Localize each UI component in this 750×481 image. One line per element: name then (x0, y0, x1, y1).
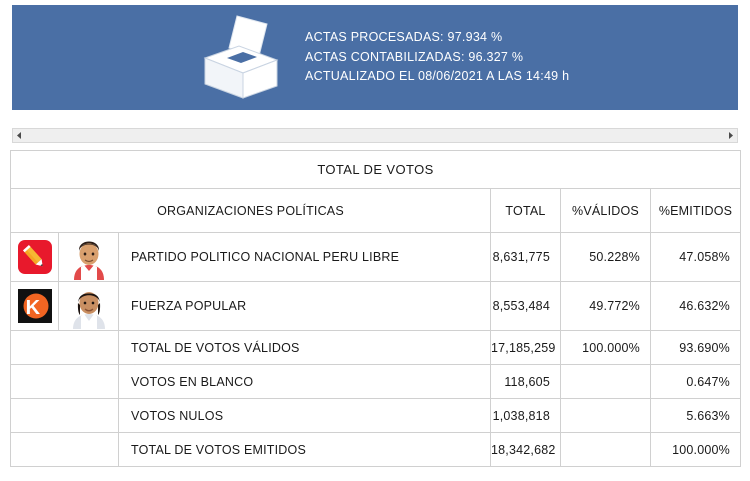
triangle-left-icon[interactable] (13, 129, 26, 142)
actualizado-line: ACTUALIZADO EL 08/06/2021 A LAS 14:49 h (305, 69, 570, 84)
summary-valid-pct: 100.000% (560, 330, 651, 365)
summary-valid-pct (560, 432, 651, 467)
candidate-photo-keiko-fujimori (65, 283, 112, 329)
candidate-photo-cell (58, 281, 119, 331)
summary-label: VOTOS NULOS (118, 398, 491, 433)
party-logo-cell: K (10, 281, 59, 331)
summary-empty-cell (10, 432, 119, 467)
table-row: VOTOS EN BLANCO 118,605 0.647% (10, 364, 741, 399)
summary-emitted-pct: 0.647% (650, 364, 741, 399)
horizontal-scrollbar[interactable] (12, 128, 738, 143)
summary-empty-cell (10, 398, 119, 433)
party-name: PARTIDO POLITICO NACIONAL PERU LIBRE (118, 232, 491, 282)
party-emitted-pct: 47.058% (650, 232, 741, 282)
candidate-photo-pedro-castillo (65, 234, 112, 280)
fuerza-popular-k-logo: K (17, 288, 53, 324)
banner-text-block: ACTAS PROCESADAS: 97.934 % ACTAS CONTABI… (305, 29, 570, 84)
summary-total-votes: 1,038,818 (490, 398, 561, 433)
summary-valid-pct (560, 364, 651, 399)
header-total: TOTAL (490, 188, 561, 233)
table-row: PARTIDO POLITICO NACIONAL PERU LIBRE 8,6… (10, 232, 741, 282)
candidate-photo-cell (58, 232, 119, 282)
summary-label: TOTAL DE VOTOS EMITIDOS (118, 432, 491, 467)
party-logo-cell (10, 232, 59, 282)
summary-total-votes: 18,342,682 (490, 432, 561, 467)
table-title: TOTAL DE VOTOS (10, 150, 741, 189)
svg-text:K: K (25, 297, 40, 319)
summary-total-votes: 17,185,259 (490, 330, 561, 365)
scrollbar-track[interactable] (26, 129, 724, 142)
ballot-box-icon (187, 10, 287, 105)
summary-label: TOTAL DE VOTOS VÁLIDOS (118, 330, 491, 365)
results-table: TOTAL DE VOTOS ORGANIZACIONES POLÍTICAS … (10, 150, 741, 467)
table-header-row: ORGANIZACIONES POLÍTICAS TOTAL %VÁLIDOS … (10, 188, 741, 233)
header-emitidos: %EMITIDOS (650, 188, 741, 233)
summary-emitted-pct: 5.663% (650, 398, 741, 433)
table-title-row: TOTAL DE VOTOS (10, 150, 741, 189)
summary-empty-cell (10, 330, 119, 365)
party-valid-pct: 49.772% (560, 281, 651, 331)
table-row: TOTAL DE VOTOS VÁLIDOS 17,185,259 100.00… (10, 330, 741, 365)
header-validos: %VÁLIDOS (560, 188, 651, 233)
party-valid-pct: 50.228% (560, 232, 651, 282)
header-organizaciones-politicas: ORGANIZACIONES POLÍTICAS (10, 188, 491, 233)
summary-valid-pct (560, 398, 651, 433)
party-emitted-pct: 46.632% (650, 281, 741, 331)
table-row: K (10, 281, 741, 331)
summary-emitted-pct: 93.690% (650, 330, 741, 365)
actas-contabilizadas-line: ACTAS CONTABILIZADAS: 96.327 % (305, 49, 524, 64)
summary-emitted-pct: 100.000% (650, 432, 741, 467)
summary-empty-cell (10, 364, 119, 399)
party-name: FUERZA POPULAR (118, 281, 491, 331)
table-row: TOTAL DE VOTOS EMITIDOS 18,342,682 100.0… (10, 432, 741, 467)
summary-total-votes: 118,605 (490, 364, 561, 399)
triangle-right-icon[interactable] (724, 129, 737, 142)
peru-libre-pencil-logo (17, 239, 53, 275)
summary-label: VOTOS EN BLANCO (118, 364, 491, 399)
party-total-votes: 8,631,775 (490, 232, 561, 282)
party-total-votes: 8,553,484 (490, 281, 561, 331)
status-banner: ACTAS PROCESADAS: 97.934 % ACTAS CONTABI… (12, 5, 738, 110)
table-row: VOTOS NULOS 1,038,818 5.663% (10, 398, 741, 433)
actas-procesadas-line: ACTAS PROCESADAS: 97.934 % (305, 29, 503, 44)
results-table-container: TOTAL DE VOTOS ORGANIZACIONES POLÍTICAS … (10, 150, 741, 467)
